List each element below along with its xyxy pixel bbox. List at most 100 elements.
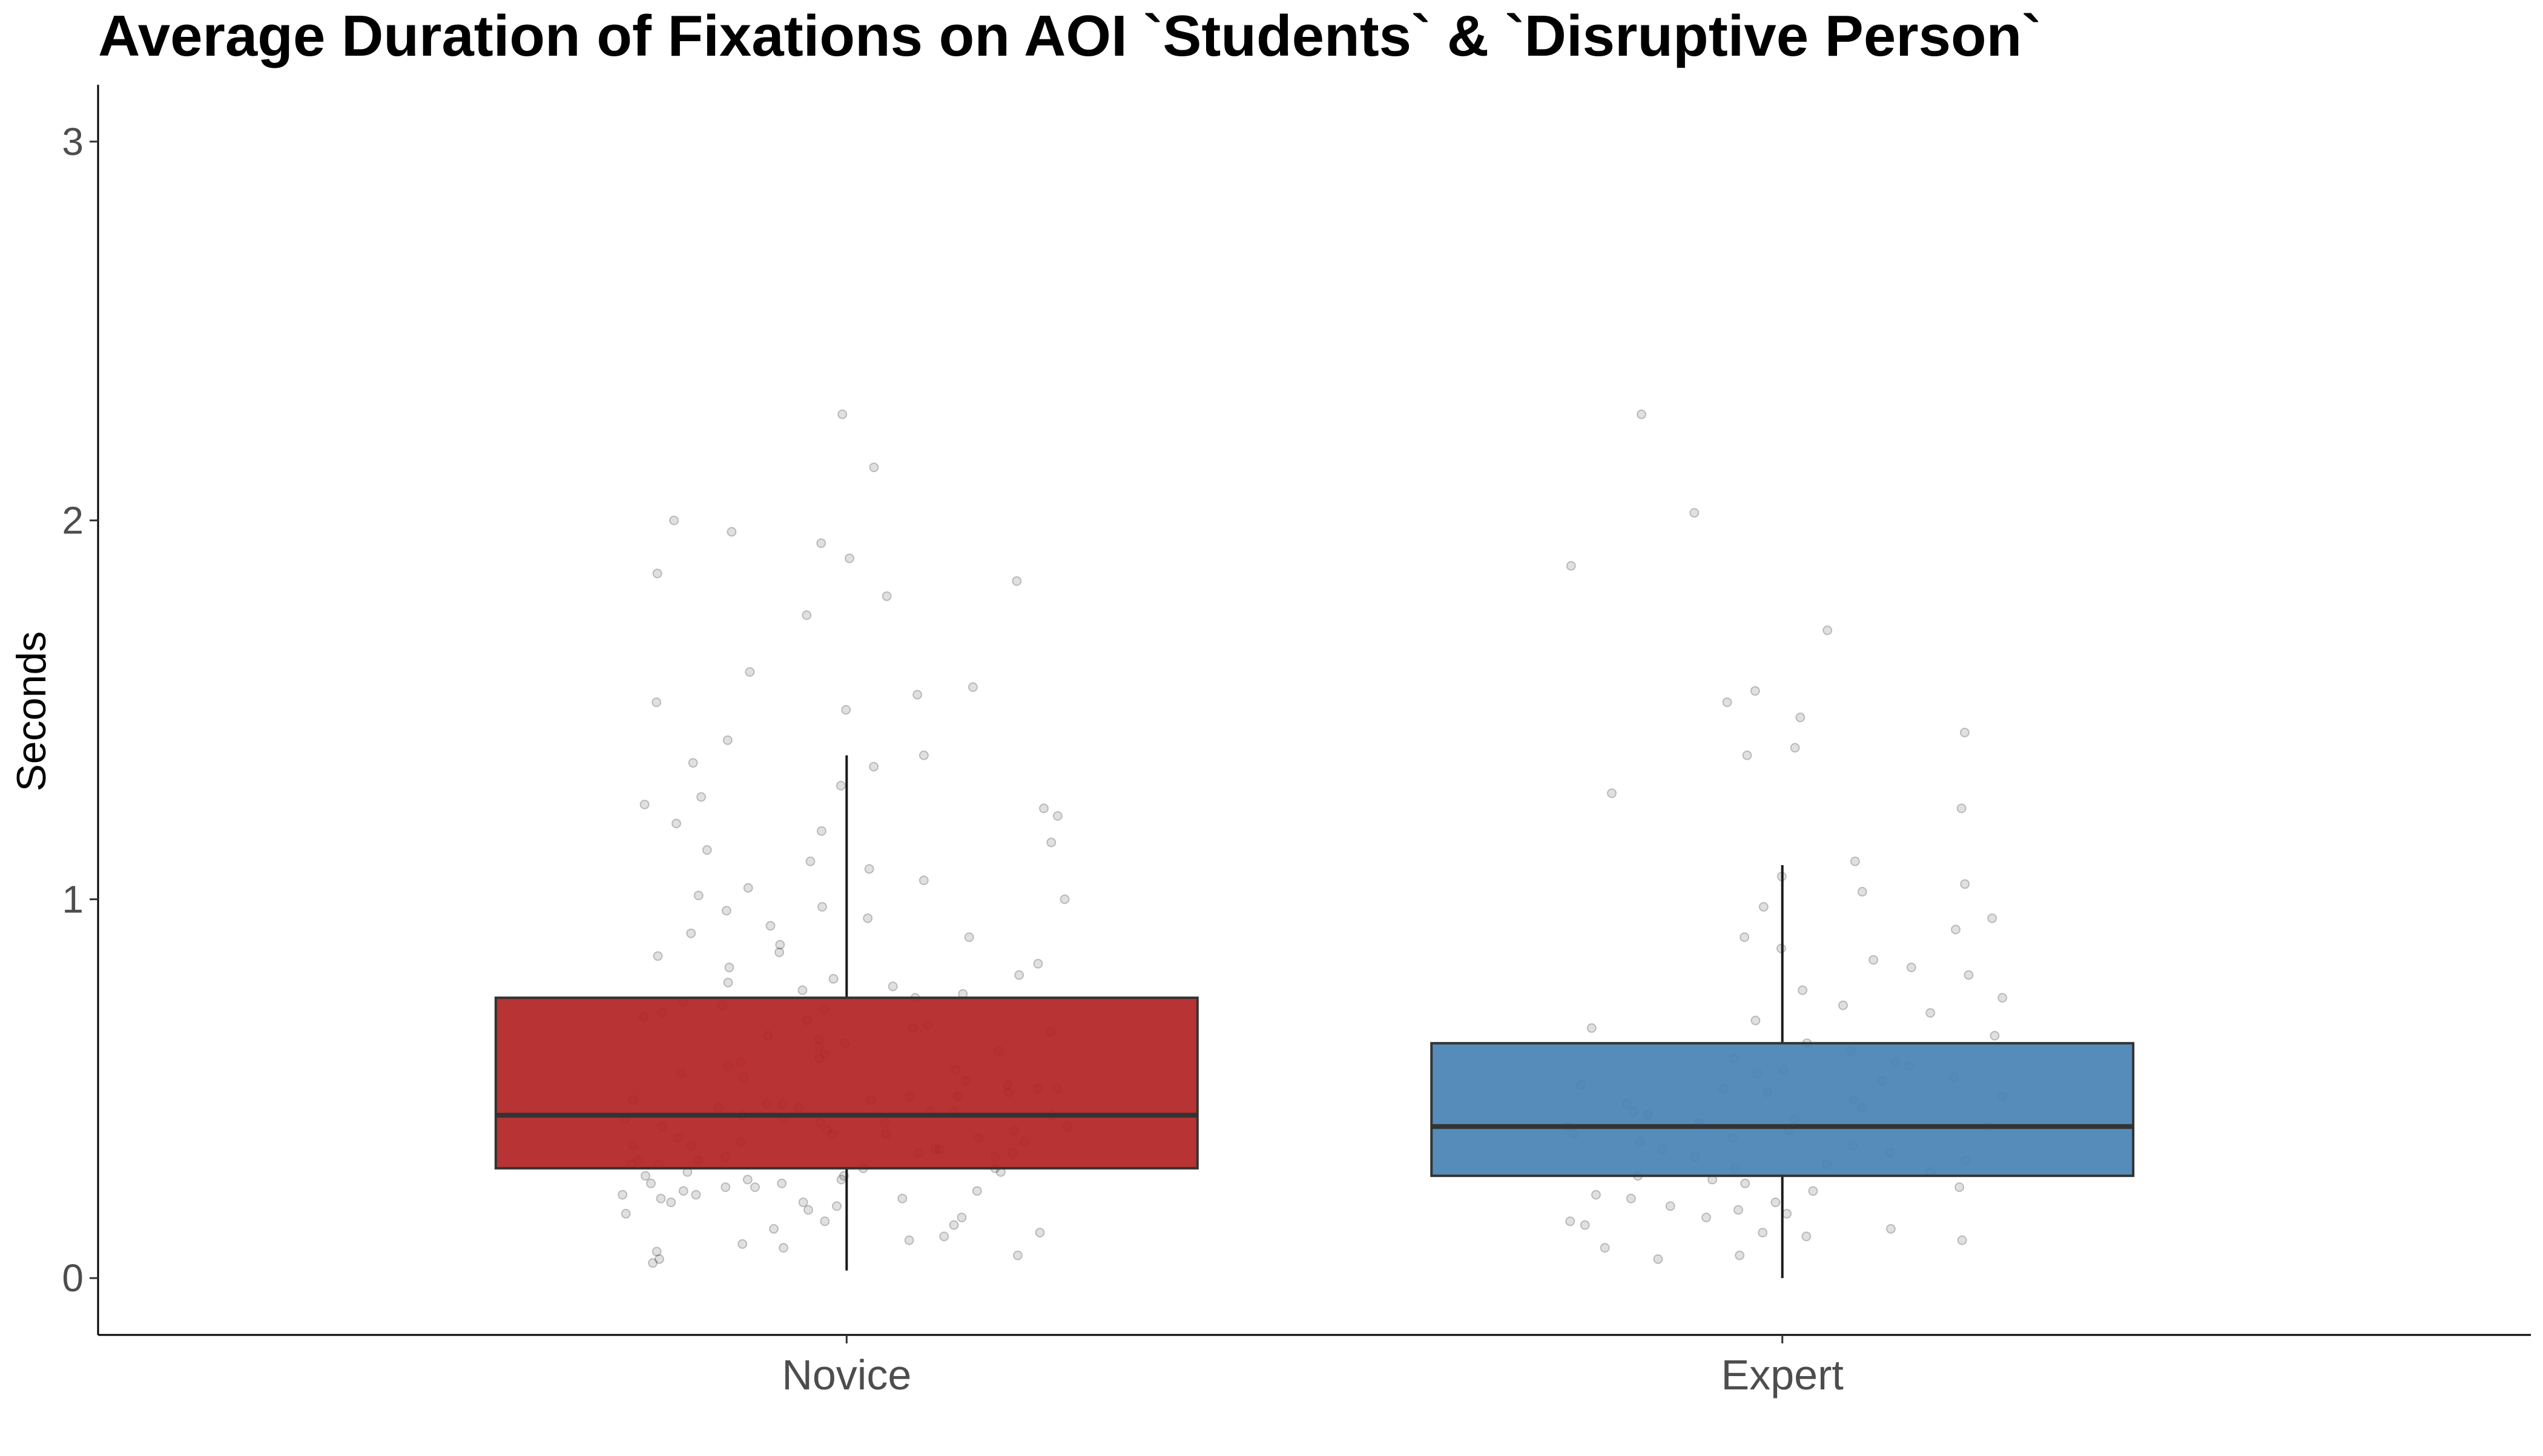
data-point: [1987, 913, 1997, 923]
data-point: [869, 762, 879, 772]
data-point: [888, 981, 898, 992]
data-point: [1822, 625, 1833, 636]
data-point: [1925, 1008, 1936, 1018]
y-tick-label: 1: [62, 877, 84, 921]
data-point: [1782, 1208, 1792, 1219]
data-point: [837, 409, 848, 420]
y-tick-label: 3: [62, 120, 84, 163]
data-point: [919, 875, 929, 886]
data-point: [1689, 508, 1700, 518]
x-tick-label: Expert: [1721, 1351, 1844, 1398]
box-novice: [494, 996, 1199, 1170]
data-point: [721, 1182, 731, 1192]
data-point: [797, 985, 808, 995]
data-point: [1052, 811, 1063, 821]
data-point: [654, 1254, 664, 1264]
data-point: [1733, 1205, 1743, 1215]
data-point: [1850, 856, 1860, 866]
data-point: [722, 735, 733, 745]
data-point: [1033, 958, 1043, 969]
data-point: [1959, 728, 1970, 737]
data-point: [775, 940, 785, 950]
data-point: [653, 951, 663, 961]
data-point: [1758, 1228, 1768, 1237]
chart-title: Average Duration of Fixations on AOI `St…: [98, 4, 2041, 68]
data-point: [1046, 837, 1057, 848]
data-point: [1591, 1190, 1601, 1200]
data-point: [688, 758, 698, 768]
data-point: [912, 690, 923, 700]
data-point: [1790, 743, 1800, 753]
data-point: [648, 1258, 658, 1268]
data-point: [1957, 1235, 1967, 1245]
data-point: [1798, 985, 1808, 995]
data-point: [1857, 886, 1867, 897]
data-point: [832, 1201, 842, 1211]
data-point: [651, 697, 662, 707]
y-tick-label: 2: [62, 499, 84, 542]
data-point: [1770, 1197, 1781, 1207]
data-point: [828, 973, 839, 984]
data-point: [919, 750, 929, 760]
data-point: [1964, 970, 1974, 980]
data-point: [774, 947, 785, 957]
data-point: [1637, 409, 1646, 420]
data-point: [639, 799, 650, 809]
data-point: [836, 780, 846, 791]
data-point: [777, 1178, 787, 1188]
data-point: [1722, 697, 1732, 707]
data-point: [882, 591, 892, 601]
data-point: [1665, 1201, 1675, 1211]
data-point: [904, 1235, 914, 1245]
data-point: [1565, 1216, 1575, 1227]
data-point: [693, 891, 704, 901]
data-point: [1758, 901, 1769, 912]
data-point: [1997, 993, 2008, 1003]
data-point: [939, 1231, 949, 1242]
data-point: [1035, 1228, 1045, 1237]
boxes: [494, 755, 2135, 1279]
data-point: [897, 1193, 908, 1204]
y-tick-label: 0: [62, 1256, 84, 1300]
data-point: [803, 1205, 813, 1215]
data-point: [1742, 750, 1752, 760]
data-point: [1801, 1231, 1812, 1242]
data-point: [949, 1220, 959, 1230]
data-point: [724, 963, 734, 972]
data-point: [1039, 803, 1049, 814]
y-axis-title: Seconds: [8, 631, 54, 792]
data-point: [1951, 924, 1961, 935]
data-point: [1956, 803, 1967, 814]
data-point: [836, 1174, 846, 1185]
data-point: [1838, 1000, 1848, 1010]
data-point: [671, 819, 681, 829]
axes: 0 1 2 3 Novice Expert: [62, 85, 2531, 1398]
data-point: [845, 553, 854, 564]
data-point: [652, 568, 662, 579]
data-point: [816, 826, 826, 836]
data-point: [727, 527, 737, 537]
data-point: [841, 705, 851, 715]
data-point: [696, 792, 707, 802]
data-point: [669, 515, 679, 525]
data-point: [1012, 576, 1022, 586]
data-point: [1960, 879, 1970, 889]
data-point: [686, 928, 696, 938]
data-point: [765, 921, 776, 931]
data-point: [798, 1197, 808, 1207]
data-point: [869, 463, 879, 472]
data-point: [641, 1171, 650, 1181]
data-point: [1566, 561, 1576, 571]
data-point: [1607, 788, 1617, 799]
data-point: [1580, 1220, 1590, 1230]
data-point: [742, 1174, 753, 1185]
data-point: [1885, 1224, 1896, 1234]
data-point: [666, 1197, 676, 1207]
data-point: [957, 1213, 967, 1222]
data-point: [964, 932, 974, 942]
data-point: [863, 913, 873, 923]
data-point: [820, 1216, 830, 1227]
data-point: [817, 901, 827, 912]
data-point: [618, 1190, 628, 1200]
data-point: [864, 864, 874, 874]
